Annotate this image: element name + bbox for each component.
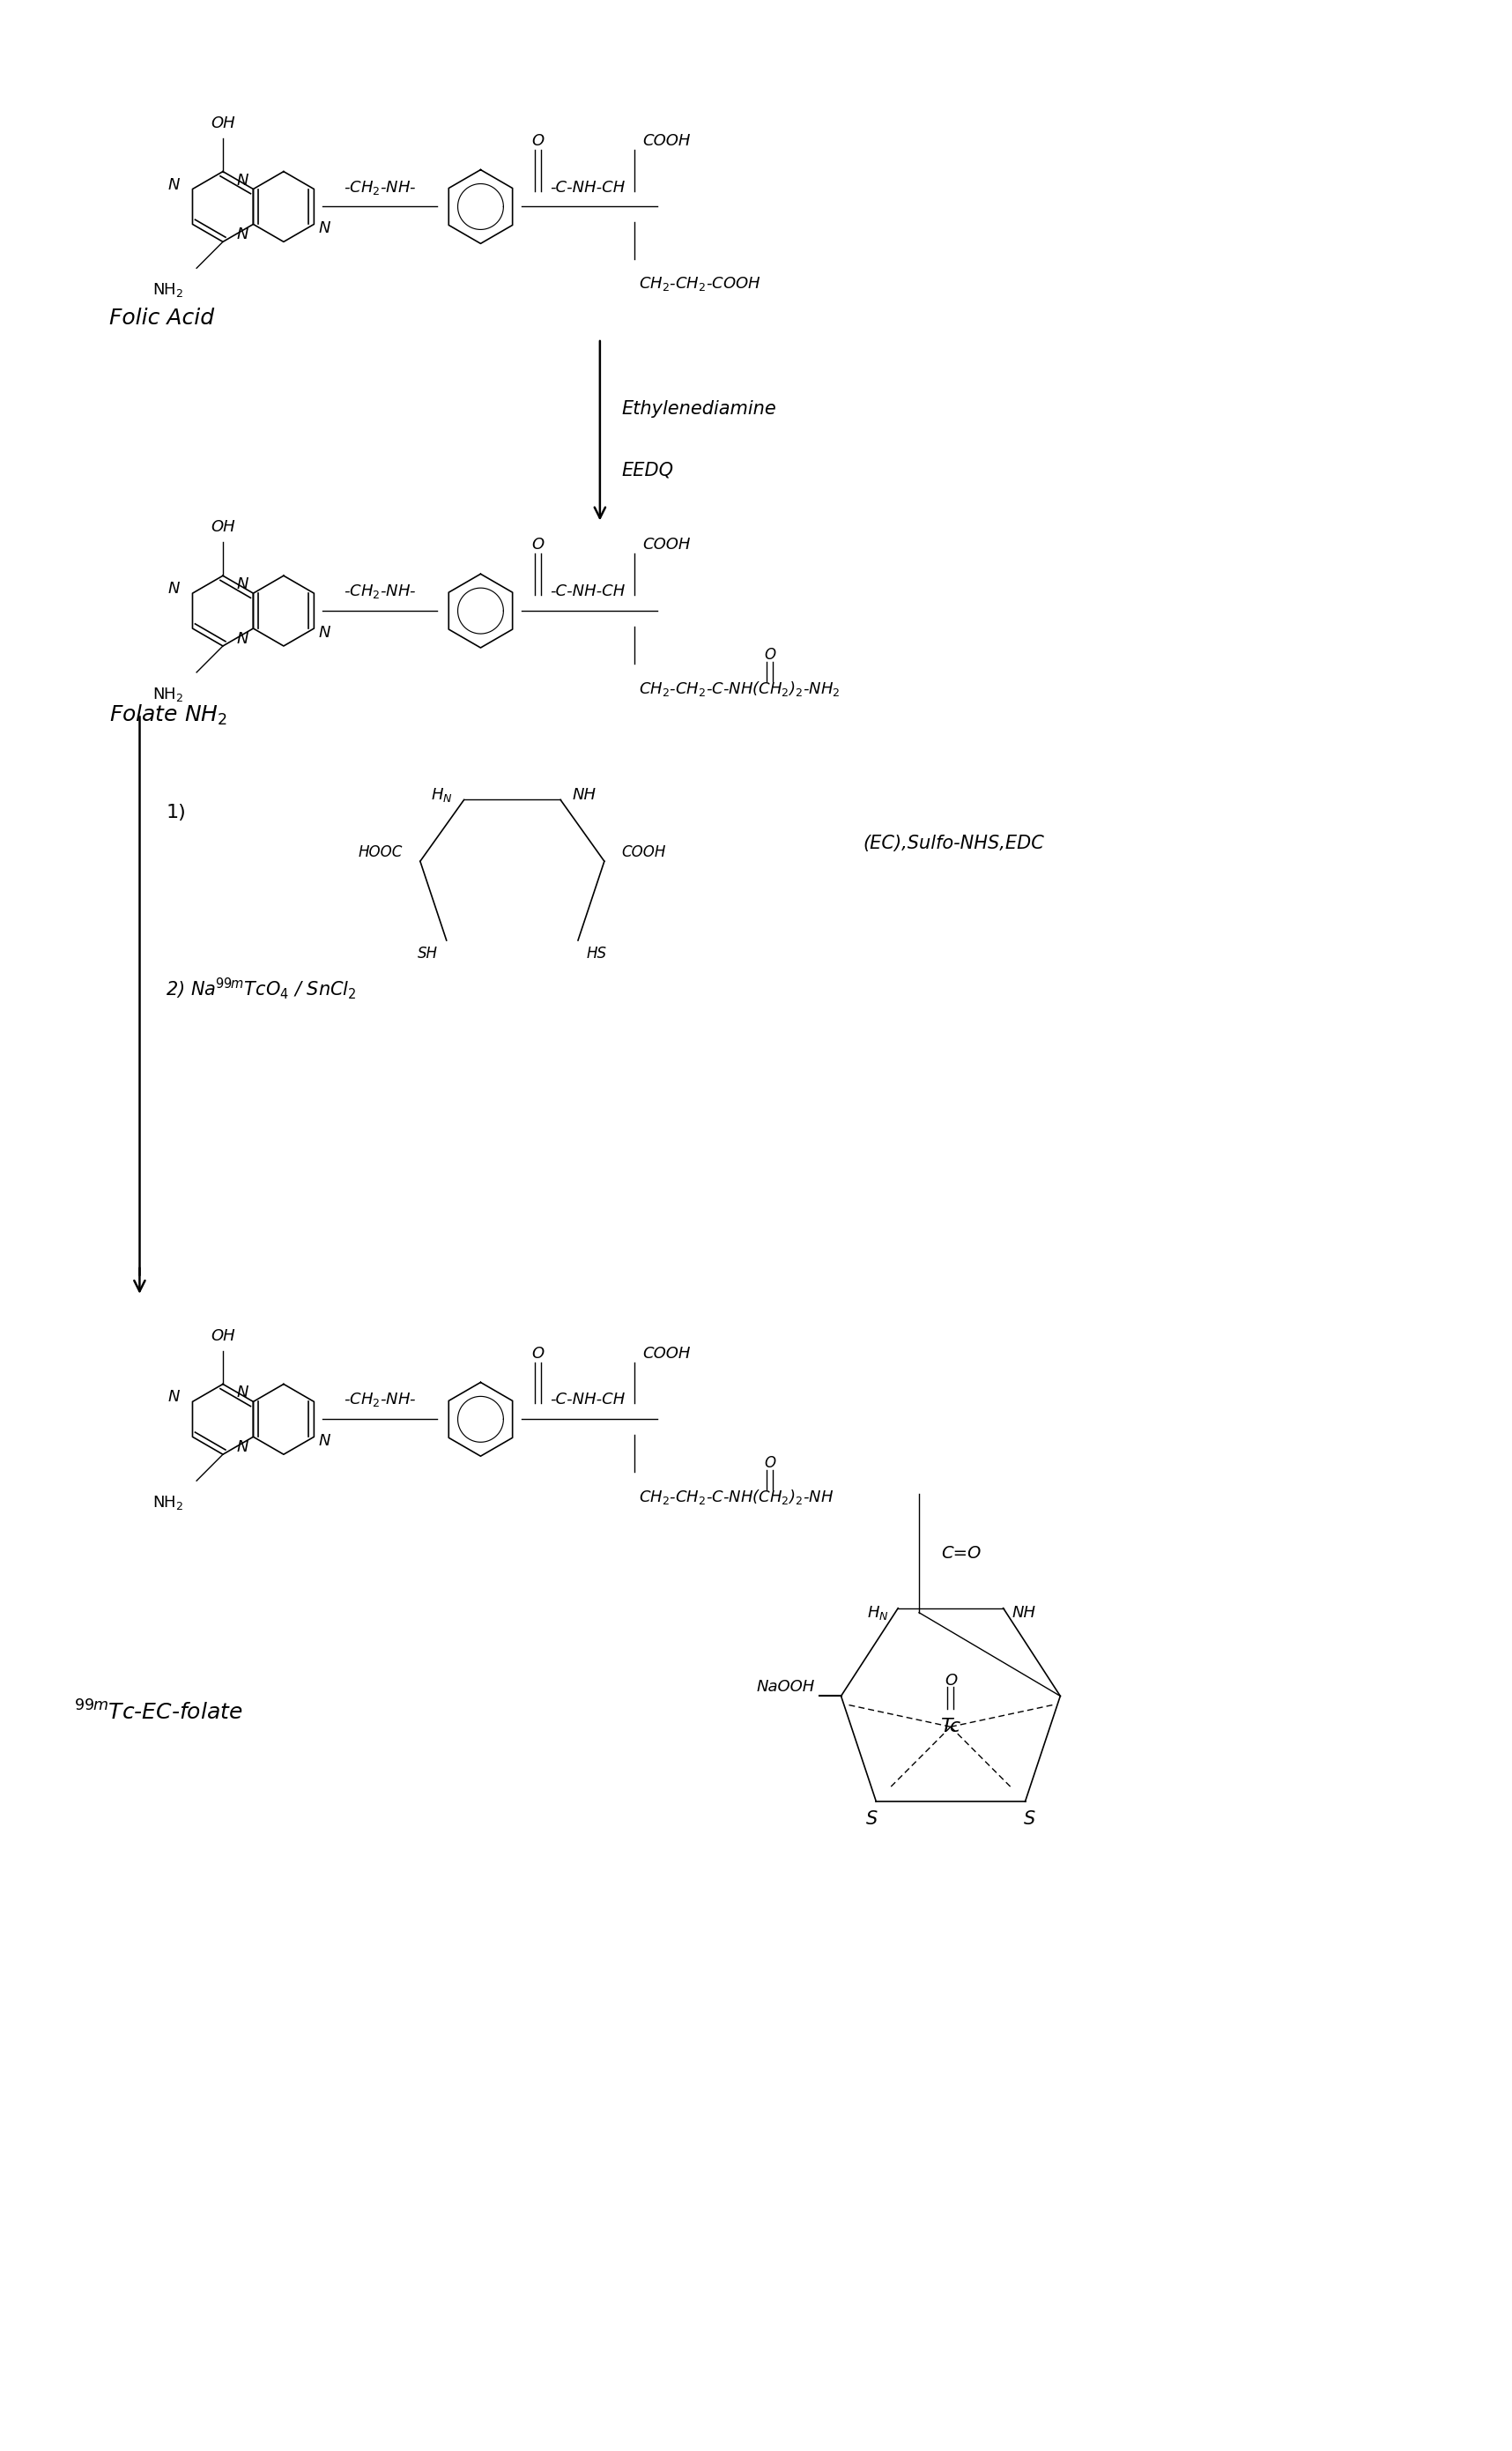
Text: COOH: COOH [643, 537, 691, 554]
Text: H$_N$: H$_N$ [431, 787, 452, 804]
Text: OH: OH [210, 1328, 234, 1343]
Text: O: O [764, 647, 776, 662]
Text: COOH: COOH [643, 132, 691, 150]
Text: NaOOH: NaOOH [756, 1679, 815, 1696]
Text: N: N [319, 1434, 330, 1449]
Text: N: N [237, 576, 249, 593]
Text: 2) Na$^{99m}$TcO$_4$ / SnCl$_2$: 2) Na$^{99m}$TcO$_4$ / SnCl$_2$ [166, 975, 357, 1002]
Text: O: O [531, 537, 544, 554]
Text: -C-NH-CH: -C-NH-CH [550, 1392, 624, 1407]
Text: N: N [168, 176, 180, 194]
Text: OH: OH [210, 115, 234, 130]
Text: -C-NH-CH: -C-NH-CH [550, 583, 624, 600]
Text: NH$_2$: NH$_2$ [153, 1495, 183, 1512]
Text: SH: SH [417, 946, 437, 961]
Text: (EC),Sulfo-NHS,EDC: (EC),Sulfo-NHS,EDC [863, 836, 1045, 853]
Text: O: O [945, 1674, 957, 1689]
Text: C=O: C=O [940, 1544, 981, 1561]
Text: NH: NH [1012, 1605, 1036, 1620]
Text: NH$_2$: NH$_2$ [153, 282, 183, 299]
Text: N: N [168, 581, 180, 596]
Text: S: S [866, 1811, 877, 1828]
Text: CH$_2$-CH$_2$-C-NH(CH$_2$)$_2$-NH$_2$: CH$_2$-CH$_2$-C-NH(CH$_2$)$_2$-NH$_2$ [638, 679, 839, 699]
Text: -CH$_2$-NH-: -CH$_2$-NH- [343, 179, 416, 196]
Text: CH$_2$-CH$_2$-C-NH(CH$_2$)$_2$-NH: CH$_2$-CH$_2$-C-NH(CH$_2$)$_2$-NH [638, 1488, 833, 1507]
Text: O: O [531, 132, 544, 150]
Text: -CH$_2$-NH-: -CH$_2$-NH- [343, 1392, 416, 1409]
Text: N: N [319, 625, 330, 640]
Text: NH$_2$: NH$_2$ [153, 686, 183, 703]
Text: N: N [237, 1439, 249, 1456]
Text: N: N [237, 172, 249, 189]
Text: N: N [237, 630, 249, 647]
Text: O: O [531, 1346, 544, 1360]
Text: Tc: Tc [940, 1718, 960, 1735]
Text: COOH: COOH [621, 846, 667, 860]
Text: NH: NH [572, 787, 596, 804]
Text: Ethylenediamine: Ethylenediamine [621, 400, 777, 417]
Text: -CH$_2$-NH-: -CH$_2$-NH- [343, 583, 416, 600]
Text: -C-NH-CH: -C-NH-CH [550, 179, 624, 196]
Text: N: N [237, 1385, 249, 1402]
Text: N: N [319, 221, 330, 238]
Text: HS: HS [587, 946, 606, 961]
Text: N: N [237, 228, 249, 243]
Text: COOH: COOH [643, 1346, 691, 1360]
Text: EEDQ: EEDQ [621, 461, 674, 478]
Text: CH$_2$-CH$_2$-COOH: CH$_2$-CH$_2$-COOH [638, 275, 761, 292]
Text: N: N [168, 1390, 180, 1404]
Text: O: O [764, 1456, 776, 1471]
Text: H$_N$: H$_N$ [868, 1603, 889, 1623]
Text: Folate NH$_2$: Folate NH$_2$ [109, 703, 227, 728]
Text: OH: OH [210, 520, 234, 534]
Text: $^{99m}$Tc-EC-folate: $^{99m}$Tc-EC-folate [74, 1701, 242, 1726]
Text: HOOC: HOOC [358, 846, 402, 860]
Text: S: S [1024, 1811, 1036, 1828]
Text: 1): 1) [166, 804, 186, 821]
Text: Folic Acid: Folic Acid [109, 309, 213, 328]
